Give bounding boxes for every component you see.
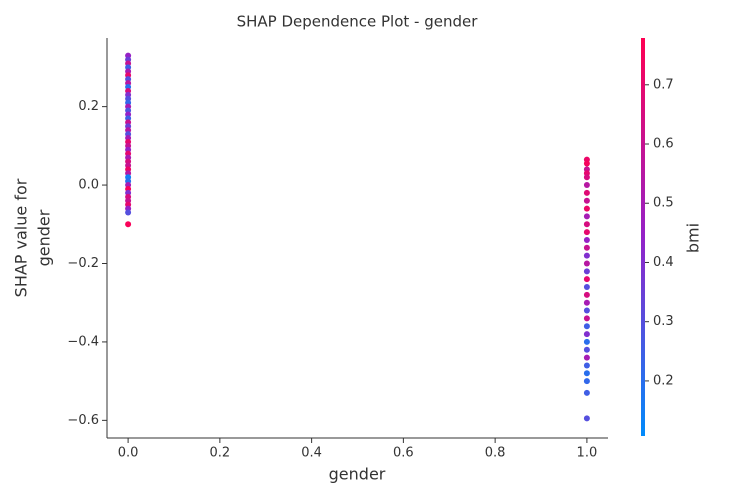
colorbar-tick-label: 0.4 — [653, 255, 674, 270]
x-tick-label: 0.0 — [118, 446, 139, 461]
y-tick-label: −0.2 — [67, 256, 99, 271]
point — [583, 174, 590, 181]
x-tick-label: 0.6 — [393, 446, 414, 461]
x-tick-label: 0.4 — [301, 446, 322, 461]
x-tick-label: 0.2 — [210, 446, 231, 461]
x-axis-label: gender — [329, 465, 386, 484]
point — [583, 260, 590, 267]
colorbar-tick-label: 0.2 — [653, 373, 674, 388]
colorbar-tick-label: 0.5 — [653, 196, 674, 211]
y-tick-label: 0.0 — [78, 178, 99, 193]
point — [583, 370, 590, 377]
point — [583, 415, 590, 422]
point — [125, 209, 132, 216]
point — [583, 236, 590, 243]
colorbar — [641, 38, 645, 436]
point — [583, 276, 590, 283]
point — [583, 378, 590, 385]
point — [583, 197, 590, 204]
point — [583, 331, 590, 338]
point — [583, 299, 590, 306]
y-axis-label: gender — [35, 209, 54, 266]
point — [583, 182, 590, 189]
point — [583, 362, 590, 369]
point — [583, 244, 590, 251]
y-tick-label: 0.2 — [78, 99, 99, 114]
y-tick-label: −0.4 — [67, 334, 99, 349]
colorbar-label: bmi — [684, 223, 703, 253]
point — [583, 284, 590, 291]
colorbar-tick-label: 0.3 — [653, 314, 674, 329]
point — [583, 307, 590, 314]
chart-title: SHAP Dependence Plot - gender — [237, 13, 479, 31]
point — [583, 268, 590, 275]
point — [583, 160, 590, 167]
x-tick-label: 0.8 — [485, 446, 506, 461]
point — [125, 221, 132, 228]
point — [583, 189, 590, 196]
point — [583, 354, 590, 361]
y-axis-label: SHAP value for — [12, 178, 31, 297]
point — [583, 213, 590, 220]
colorbar-tick-label: 0.6 — [653, 137, 674, 152]
point — [583, 323, 590, 330]
point — [583, 338, 590, 345]
point — [583, 346, 590, 353]
point — [583, 291, 590, 298]
y-tick-label: −0.6 — [67, 413, 99, 428]
point — [583, 252, 590, 259]
point — [583, 205, 590, 212]
point — [583, 221, 590, 228]
point — [583, 315, 590, 322]
point — [583, 389, 590, 396]
x-tick-label: 1.0 — [577, 446, 598, 461]
point — [583, 229, 590, 236]
colorbar-tick-label: 0.7 — [653, 77, 674, 92]
